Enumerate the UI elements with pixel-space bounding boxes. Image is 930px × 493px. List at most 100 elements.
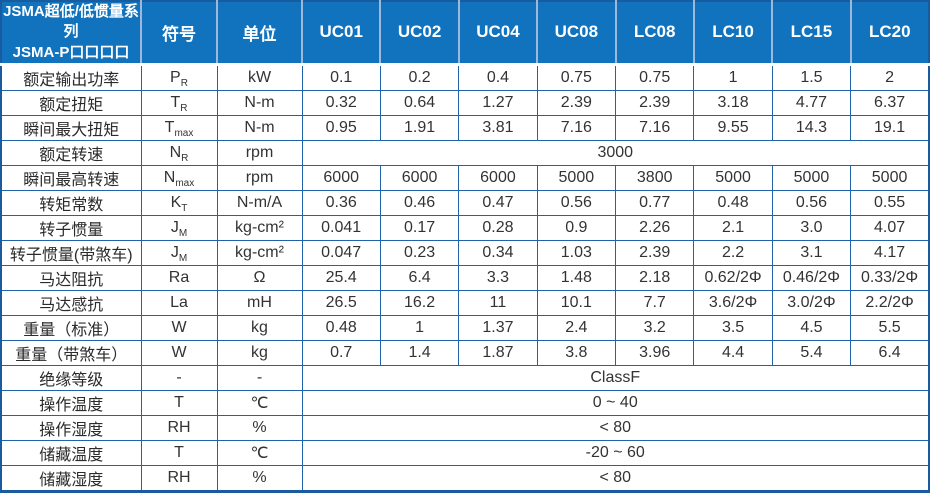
spec-value: 19.1 <box>850 114 930 141</box>
spec-value: 26.5 <box>301 289 381 316</box>
unit-column-header: 单位 <box>217 1 303 66</box>
table-row: 转子惯量(带煞车) JM kg-cm² 0.047 0.23 0.34 1.03 2.39 2.… <box>0 239 930 266</box>
row-symbol: La <box>140 289 218 316</box>
row-unit: % <box>216 414 303 441</box>
spec-value-merged: 3000 <box>301 139 930 166</box>
row-label: 额定输出功率 <box>0 63 142 91</box>
table-row: 瞬间最高转速 Nmax rpm 6000 6000 6000 5000 3800 5000 500… <box>0 164 930 191</box>
spec-table-body: 额定输出功率 PR kW 0.1 0.2 0.4 0.75 0.75 1 1.5 2 额定扭矩 TR N-… <box>0 63 930 492</box>
spec-value: 0.62/2Φ <box>693 264 773 291</box>
spec-value: 6.37 <box>850 89 930 116</box>
spec-value: 0.56 <box>536 189 617 216</box>
spec-value: 5000 <box>693 164 773 191</box>
spec-value: 2.18 <box>614 264 695 291</box>
model-column-header: LC20 <box>850 1 929 66</box>
spec-value: 4.17 <box>850 239 930 266</box>
spec-value: 0.46 <box>379 189 460 216</box>
spec-value: 0.77 <box>614 189 695 216</box>
row-unit: kg-cm² <box>216 214 303 241</box>
spec-value: 5000 <box>536 164 617 191</box>
spec-value: 0.34 <box>458 239 538 266</box>
spec-value: 2.2/2Φ <box>850 289 930 316</box>
symbol-column-header: 符号 <box>141 1 218 66</box>
table-row: 马达感抗 La mH 26.5 16.2 11 10.1 7.7 3.6/2Φ 3.0/2Φ 2.2… <box>0 289 930 316</box>
spec-value: 0.48 <box>301 314 381 341</box>
row-unit: ℃ <box>216 389 303 416</box>
spec-value: 1.91 <box>379 114 460 141</box>
row-unit: kg <box>216 314 303 341</box>
spec-value: 4.4 <box>693 339 773 366</box>
spec-value: 0.95 <box>301 114 381 141</box>
spec-value: 3.5 <box>693 314 773 341</box>
spec-value: 1.4 <box>379 339 460 366</box>
spec-value: 1 <box>693 63 773 91</box>
row-symbol: JM <box>140 239 218 266</box>
table-row: 额定转速 NR rpm 3000 <box>0 139 930 166</box>
row-symbol: T <box>140 389 218 416</box>
series-title-line1: JSMA超低/低惯量系列 <box>3 3 139 41</box>
row-symbol: Ra <box>140 264 218 291</box>
row-unit: kg-cm² <box>216 239 303 266</box>
spec-value: 3.0 <box>771 214 852 241</box>
row-unit: Ω <box>216 264 303 291</box>
table-row: 操作湿度 RH% < 80 <box>0 414 930 441</box>
spec-value: 16.2 <box>379 289 460 316</box>
row-symbol: Tmax <box>140 114 218 141</box>
spec-value: 2.2 <box>693 239 773 266</box>
spec-value: 4.77 <box>771 89 852 116</box>
table-row: 储藏湿度 RH% < 80 <box>0 464 930 492</box>
spec-value: 4.5 <box>771 314 852 341</box>
model-column-header: LC10 <box>693 1 774 66</box>
spec-value: 0.1 <box>301 63 381 91</box>
spec-value: 1.87 <box>458 339 538 366</box>
row-unit: % <box>216 464 303 492</box>
table-row: 储藏温度 T ℃ -20 ~ 60 <box>0 439 930 466</box>
spec-value: 1.03 <box>536 239 617 266</box>
spec-value: 6.4 <box>379 264 460 291</box>
spec-value: 5000 <box>771 164 852 191</box>
model-column-header: UC04 <box>458 1 539 66</box>
spec-value: 0.75 <box>536 63 617 91</box>
row-label: 额定扭矩 <box>0 89 142 116</box>
row-label: 操作湿度 <box>0 414 142 441</box>
spec-value: 0.36 <box>301 189 381 216</box>
spec-value: 3.6/2Φ <box>693 289 773 316</box>
table-row: 转子惯量 JM kg-cm² 0.041 0.17 0.28 0.9 2.26 2.1 3.0 4.… <box>0 214 930 241</box>
spec-value: 0.23 <box>379 239 460 266</box>
row-label: 瞬间最大扭矩 <box>0 114 142 141</box>
row-unit: N-m <box>216 114 303 141</box>
spec-value: 2.4 <box>536 314 617 341</box>
spec-value: 5.4 <box>771 339 852 366</box>
row-unit: N-m <box>216 89 303 116</box>
row-symbol: W <box>140 339 218 366</box>
table-row: 额定扭矩 TR N-m 0.32 0.64 1.27 2.39 2.39 3.18 4.77 6.3… <box>0 89 930 116</box>
row-label: 转子惯量(带煞车) <box>0 239 142 266</box>
row-unit: kW <box>216 63 303 91</box>
spec-value-merged: < 80 <box>301 414 930 441</box>
row-unit: rpm <box>216 139 303 166</box>
spec-value: 7.16 <box>614 114 695 141</box>
row-unit: mH <box>216 289 303 316</box>
spec-value: 2.39 <box>614 239 695 266</box>
row-symbol: JM <box>140 214 218 241</box>
spec-value: 25.4 <box>301 264 381 291</box>
row-symbol: KT <box>140 189 218 216</box>
spec-value: 0.041 <box>301 214 381 241</box>
table-row: 操作温度 T ℃ 0 ~ 40 <box>0 389 930 416</box>
spec-value: 0.2 <box>379 63 460 91</box>
spec-value: 10.1 <box>536 289 617 316</box>
spec-value-merged: ClassF <box>301 364 930 391</box>
row-symbol: RH <box>140 464 218 492</box>
row-unit: - <box>216 364 303 391</box>
spec-value: 1.48 <box>536 264 617 291</box>
spec-value: 0.9 <box>536 214 617 241</box>
row-label: 额定转速 <box>0 139 142 166</box>
row-label: 转子惯量 <box>0 214 142 241</box>
row-symbol: - <box>140 364 218 391</box>
spec-value: 0.28 <box>458 214 538 241</box>
spec-value: 5.5 <box>850 314 930 341</box>
row-unit: rpm <box>216 164 303 191</box>
model-column-header: UC01 <box>302 1 382 66</box>
